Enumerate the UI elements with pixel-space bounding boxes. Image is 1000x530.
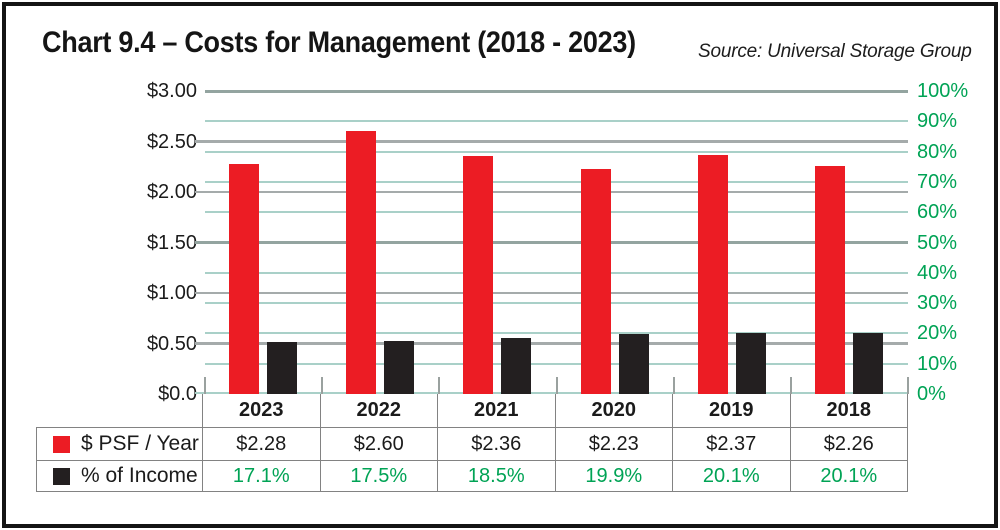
gridline-green <box>205 271 908 274</box>
gridline-green <box>205 302 908 305</box>
year-header-2018: 2018 <box>790 394 908 428</box>
gridline-gray <box>195 291 908 295</box>
year-header-2020: 2020 <box>555 394 673 428</box>
source-label: Source: Universal Storage Group <box>698 41 972 62</box>
bar-income-2018 <box>852 333 883 394</box>
bar-psf-2022 <box>346 131 377 394</box>
gridline-green <box>205 332 908 335</box>
gridline-green <box>205 211 908 214</box>
x-axis-tick <box>204 377 206 394</box>
x-axis-tick <box>556 377 558 394</box>
data-table: 2023 2022 2021 2020 2019 2018 $ PSF / Year $2.2… <box>36 394 908 492</box>
year-header-2019: 2019 <box>673 394 791 428</box>
psf-value-2023: $2.28 <box>203 428 321 461</box>
left-axis-tick-label: $2.50 <box>146 131 197 153</box>
red-square-legend-icon <box>53 435 70 453</box>
legend-row-label: % of Income <box>36 461 203 492</box>
x-axis-tick <box>673 377 675 394</box>
bar-psf-2023 <box>229 163 259 394</box>
legend-row-label: $ PSF / Year <box>36 428 203 461</box>
x-axis-tick <box>907 377 909 394</box>
gridline-baseline <box>195 391 908 394</box>
year-header-2023: 2023 <box>203 394 321 428</box>
right-axis-tick-label: 90% <box>917 110 958 132</box>
income-value-2019: 20.1% <box>673 461 791 492</box>
psf-value-2022: $2.60 <box>320 428 438 461</box>
right-axis-tick-label: 100% <box>917 80 969 102</box>
gridline-gray <box>195 140 908 143</box>
income-value-2023: 17.1% <box>203 461 321 492</box>
right-axis-tick-label: 20% <box>917 322 958 344</box>
right-axis-tick-label: 30% <box>917 292 958 314</box>
gridline-gray <box>195 240 908 245</box>
left-axis-tick-label: $0.50 <box>146 333 197 355</box>
legend-label-text: $ PSF / Year <box>81 432 199 455</box>
right-axis-tick-label: 10% <box>917 353 958 375</box>
psf-value-2021: $2.36 <box>438 428 556 461</box>
psf-value-2020: $2.23 <box>555 428 673 461</box>
bar-income-2020 <box>618 333 649 394</box>
left-axis-tick-label: $1.50 <box>146 232 197 254</box>
right-axis-tick-label: 50% <box>917 232 958 254</box>
income-value-2018: 20.1% <box>790 461 908 492</box>
gridline-gray <box>195 190 908 194</box>
income-value-2020: 19.9% <box>555 461 673 492</box>
gridline-green <box>205 362 908 365</box>
year-header-2021: 2021 <box>438 394 556 428</box>
gridline-gray <box>195 342 908 345</box>
bar-psf-2018 <box>814 165 845 394</box>
x-axis-tick <box>321 377 323 394</box>
right-axis-tick-label: 40% <box>917 262 958 284</box>
right-axis-tick-label: 60% <box>917 201 958 223</box>
plot-area <box>195 89 909 394</box>
gridline-green <box>205 150 908 153</box>
black-square-legend-icon <box>53 467 70 485</box>
bar-psf-2020 <box>580 168 611 394</box>
right-axis-tick-label: 70% <box>917 171 958 193</box>
psf-value-2018: $2.26 <box>790 428 908 461</box>
bar-income-2021 <box>501 337 532 394</box>
left-axis-tick-label: $3.00 <box>146 80 197 102</box>
bar-psf-2021 <box>463 155 494 394</box>
x-axis-tick <box>438 377 440 394</box>
psf-value-2019: $2.37 <box>673 428 791 461</box>
left-axis-tick-label: $0.0 <box>158 383 197 405</box>
chart-title: Chart 9.4 – Costs for Management (2018 -… <box>42 26 636 59</box>
year-header-2022: 2022 <box>320 394 438 428</box>
income-value-2022: 17.5% <box>320 461 438 492</box>
income-value-2021: 18.5% <box>438 461 556 492</box>
legend-label-text: % of Income <box>81 464 198 487</box>
left-axis-tick-label: $1.00 <box>146 282 197 304</box>
bar-income-2019 <box>735 333 766 394</box>
right-axis-tick-label: 80% <box>917 141 958 163</box>
bar-income-2022 <box>384 341 415 394</box>
bar-psf-2019 <box>697 154 728 394</box>
left-axis-tick-label: $2.00 <box>146 181 197 203</box>
gridline-green <box>205 120 908 123</box>
gridline-green <box>205 89 908 93</box>
gridline-green <box>205 180 908 183</box>
x-axis-tick <box>790 377 792 394</box>
right-axis-tick-label: 0% <box>917 383 946 405</box>
bar-income-2023 <box>267 342 297 394</box>
table-corner-spacer <box>36 394 203 428</box>
